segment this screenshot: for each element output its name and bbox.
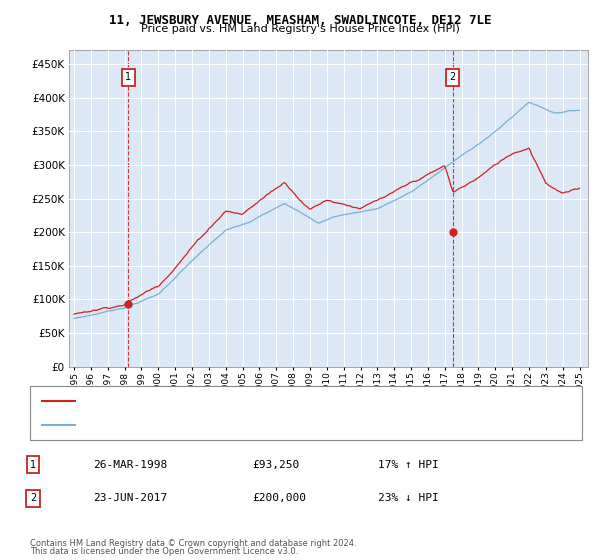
Text: 2: 2 (449, 72, 456, 82)
Text: 11, JEWSBURY AVENUE, MEASHAM, SWADLINCOTE, DE12 7LE (detached house): 11, JEWSBURY AVENUE, MEASHAM, SWADLINCOT… (81, 396, 481, 407)
Text: 23-JUN-2017: 23-JUN-2017 (93, 493, 167, 503)
Text: £93,250: £93,250 (252, 460, 299, 470)
Text: HPI: Average price, detached house, North West Leicestershire: HPI: Average price, detached house, Nort… (81, 419, 439, 430)
Text: 17% ↑ HPI: 17% ↑ HPI (378, 460, 439, 470)
Text: 11, JEWSBURY AVENUE, MEASHAM, SWADLINCOTE, DE12 7LE: 11, JEWSBURY AVENUE, MEASHAM, SWADLINCOT… (109, 14, 491, 27)
Text: 2: 2 (30, 493, 36, 503)
Text: 1: 1 (125, 72, 131, 82)
Text: This data is licensed under the Open Government Licence v3.0.: This data is licensed under the Open Gov… (30, 547, 298, 556)
Text: Price paid vs. HM Land Registry's House Price Index (HPI): Price paid vs. HM Land Registry's House … (140, 24, 460, 34)
Text: £200,000: £200,000 (252, 493, 306, 503)
Text: 1: 1 (30, 460, 36, 470)
Text: 26-MAR-1998: 26-MAR-1998 (93, 460, 167, 470)
Text: 23% ↓ HPI: 23% ↓ HPI (378, 493, 439, 503)
Text: Contains HM Land Registry data © Crown copyright and database right 2024.: Contains HM Land Registry data © Crown c… (30, 539, 356, 548)
